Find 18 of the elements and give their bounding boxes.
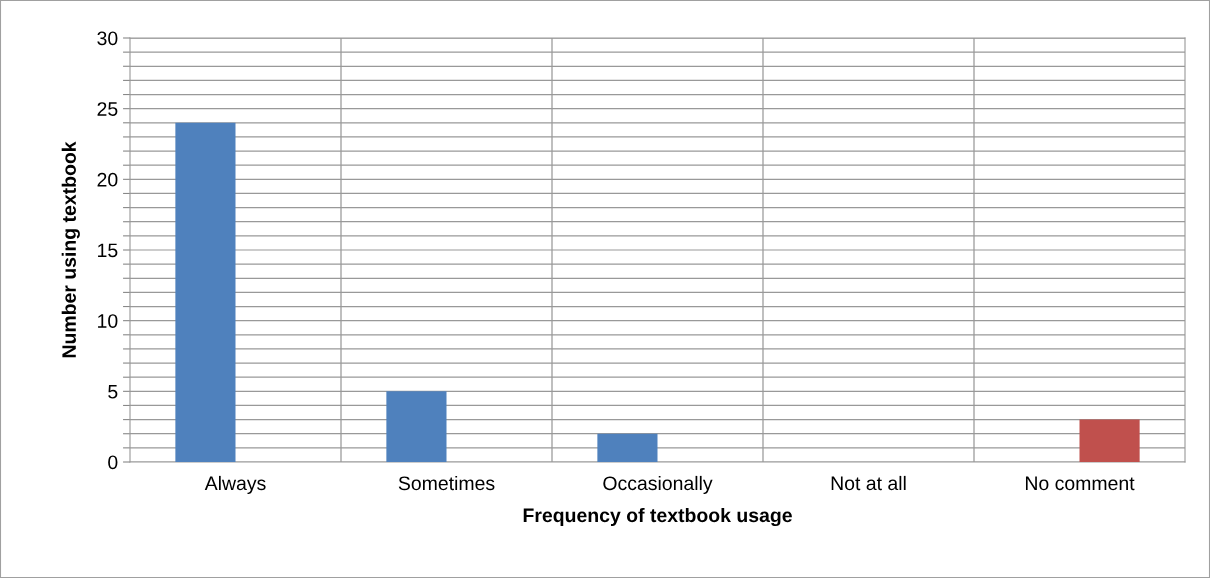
- y-tick-label: 5: [108, 385, 118, 399]
- bar: [1079, 419, 1140, 462]
- y-tick-label: 20: [97, 172, 118, 187]
- x-tick-label: Always: [204, 475, 266, 495]
- y-tick-label: 15: [98, 243, 118, 258]
- y-axis-title: Number using textbook: [61, 141, 80, 358]
- x-tick-label: No comment: [1025, 476, 1135, 491]
- x-axis-title: Frequency of textbook usage: [523, 507, 792, 527]
- x-tick-label: Occasionally: [603, 475, 713, 495]
- bar: [175, 122, 236, 462]
- y-tick-label: 0: [108, 455, 118, 470]
- x-tick-label: Not at all: [831, 475, 906, 491]
- bar: [597, 433, 658, 462]
- x-tick-label: Sometimes: [398, 475, 495, 491]
- bar: [386, 391, 447, 462]
- y-tick-label: 25: [97, 102, 118, 116]
- y-tick-label: 10: [98, 314, 118, 328]
- y-tick-label: 30: [97, 31, 118, 46]
